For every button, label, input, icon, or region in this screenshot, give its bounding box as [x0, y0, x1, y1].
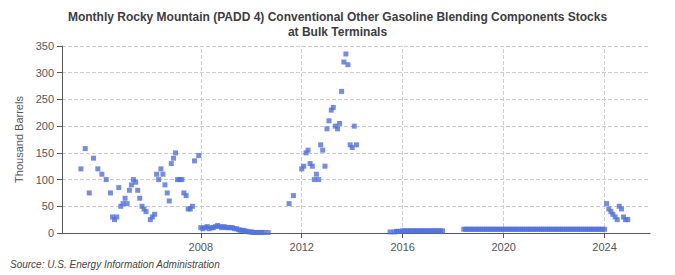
svg-text:Source: U.S. Energy Informatio: Source: U.S. Energy Information Administ…	[10, 259, 220, 270]
svg-text:350: 350	[36, 40, 54, 52]
svg-text:Monthly Rocky Mountain (PADD 4: Monthly Rocky Mountain (PADD 4) Conventi…	[68, 10, 607, 24]
svg-text:100: 100	[36, 174, 54, 186]
svg-text:2016: 2016	[390, 241, 414, 253]
svg-text:50: 50	[42, 200, 54, 212]
svg-text:200: 200	[36, 120, 54, 132]
svg-text:2024: 2024	[592, 241, 616, 253]
svg-text:2008: 2008	[189, 241, 213, 253]
svg-text:300: 300	[36, 67, 54, 79]
svg-text:0: 0	[48, 227, 54, 239]
svg-text:Thousand Barrels: Thousand Barrels	[13, 96, 25, 183]
svg-text:250: 250	[36, 93, 54, 105]
svg-text:2012: 2012	[290, 241, 314, 253]
svg-text:2020: 2020	[491, 241, 515, 253]
svg-text:150: 150	[36, 147, 54, 159]
svg-text:at Bulk Terminals: at Bulk Terminals	[288, 25, 387, 39]
